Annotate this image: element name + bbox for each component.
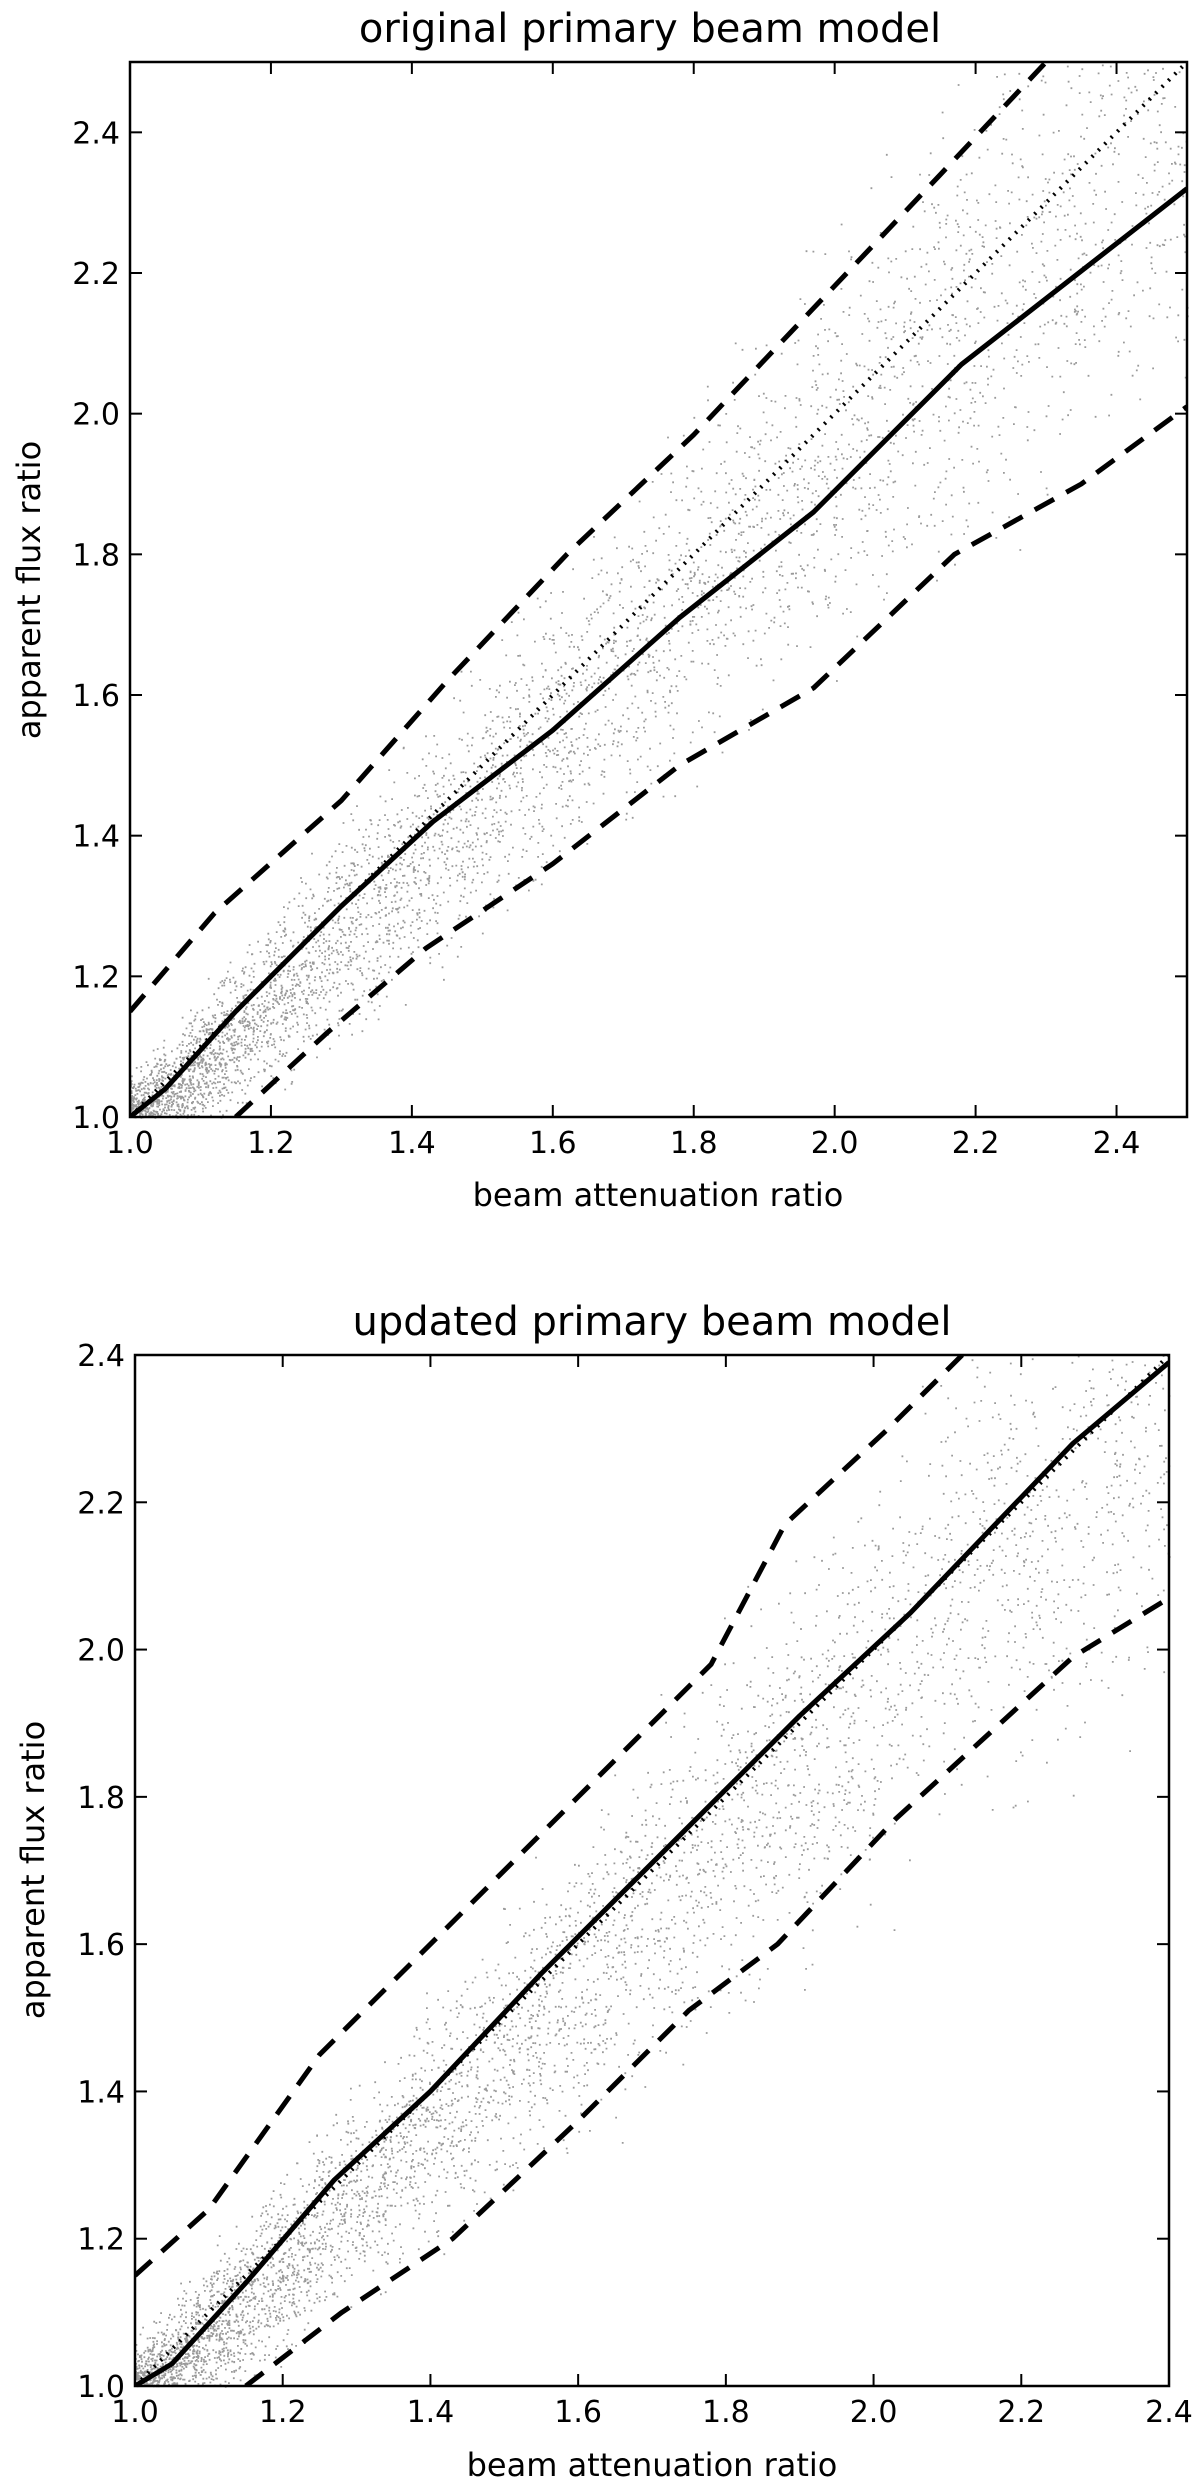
trend-lines — [135, 1355, 1169, 2386]
median-line — [130, 186, 1187, 1117]
y-tick-label: 1.0 — [72, 1101, 120, 1136]
y-tick-label: 1.4 — [77, 2075, 125, 2110]
x-tick-label: 2.4 — [1145, 2395, 1193, 2430]
y-tick-label: 2.2 — [72, 257, 120, 292]
chart-updated-primary-beam: updated primary beam model 1.0 1.2 1.4 1.6 1… — [14, 1299, 1193, 2479]
percentile-dashed-line-1 — [135, 1355, 964, 2278]
median-line — [135, 1360, 1169, 2386]
y-axis-ticks: 1.0 1.2 1.4 1.6 1.8 2.0 2.2 2.4 — [72, 116, 1187, 1136]
y-tick-label: 2.4 — [77, 1339, 125, 1374]
y-tick-label: 2.2 — [77, 1486, 125, 1521]
y-tick-label: 1.8 — [77, 1781, 125, 1816]
one-to-one-dotted-line — [135, 1355, 1169, 2386]
chart-title: updated primary beam model — [352, 1299, 951, 1345]
x-tick-label: 1.6 — [554, 2395, 602, 2430]
scatter-point-cloud — [135, 1355, 1171, 2388]
y-tick-label: 2.4 — [72, 116, 120, 151]
chart-title: original primary beam model — [359, 6, 941, 52]
x-tick-label: 2.2 — [952, 1126, 1000, 1161]
y-tick-label: 1.2 — [72, 960, 120, 995]
x-tick-label: 2.0 — [811, 1126, 859, 1161]
x-tick-label: 1.6 — [529, 1126, 577, 1161]
x-axis-label: beam attenuation ratio — [473, 1176, 844, 1214]
x-tick-label: 1.0 — [111, 2395, 159, 2430]
y-tick-label: 2.0 — [77, 1634, 125, 1669]
x-tick-label: 1.8 — [702, 2395, 750, 2430]
y-tick-label: 1.6 — [72, 679, 120, 714]
y-axis-ticks: 1.0 1.2 1.4 1.6 1.8 2.0 2.2 2.4 — [77, 1339, 1169, 2405]
y-axis-label: apparent flux ratio — [10, 441, 48, 739]
x-tick-label: 1.4 — [388, 1126, 436, 1161]
x-axis-label: beam attenuation ratio — [467, 2446, 838, 2479]
x-tick-label: 1.4 — [407, 2395, 455, 2430]
trend-lines — [130, 62, 1187, 1117]
y-axis-label: apparent flux ratio — [14, 1721, 52, 2019]
percentile-dashed-line-2 — [234, 404, 1187, 1117]
scatter-points — [135, 1355, 1171, 2388]
y-tick-label: 2.0 — [72, 398, 120, 433]
x-tick-label: 2.2 — [997, 2395, 1045, 2430]
x-tick-label: 1.0 — [106, 1126, 154, 1161]
plot-frame — [128, 60, 1189, 1119]
y-tick-label: 1.0 — [77, 2370, 125, 2405]
y-tick-label: 1.8 — [72, 538, 120, 573]
y-tick-label: 1.4 — [72, 820, 120, 855]
x-axis-ticks: 1.0 1.2 1.4 1.6 1.8 2.0 2.2 2.4 — [106, 62, 1140, 1161]
chart-original-primary-beam: original primary beam model 1.0 1.2 1.4 1.6… — [10, 6, 1189, 1214]
x-tick-label: 2.0 — [850, 2395, 898, 2430]
x-tick-label: 1.2 — [247, 1126, 295, 1161]
x-tick-label: 1.8 — [670, 1126, 718, 1161]
plot-frame — [133, 1353, 1171, 2388]
x-axis-ticks: 1.0 1.2 1.4 1.6 1.8 2.0 2.2 2.4 — [111, 1355, 1193, 2430]
y-tick-label: 1.6 — [77, 1928, 125, 1963]
percentile-dashed-line-1 — [130, 62, 1048, 1014]
x-tick-label: 2.4 — [1093, 1126, 1141, 1161]
y-tick-label: 1.2 — [77, 2223, 125, 2258]
x-tick-label: 1.2 — [259, 2395, 307, 2430]
percentile-dashed-line-2 — [244, 1595, 1169, 2386]
